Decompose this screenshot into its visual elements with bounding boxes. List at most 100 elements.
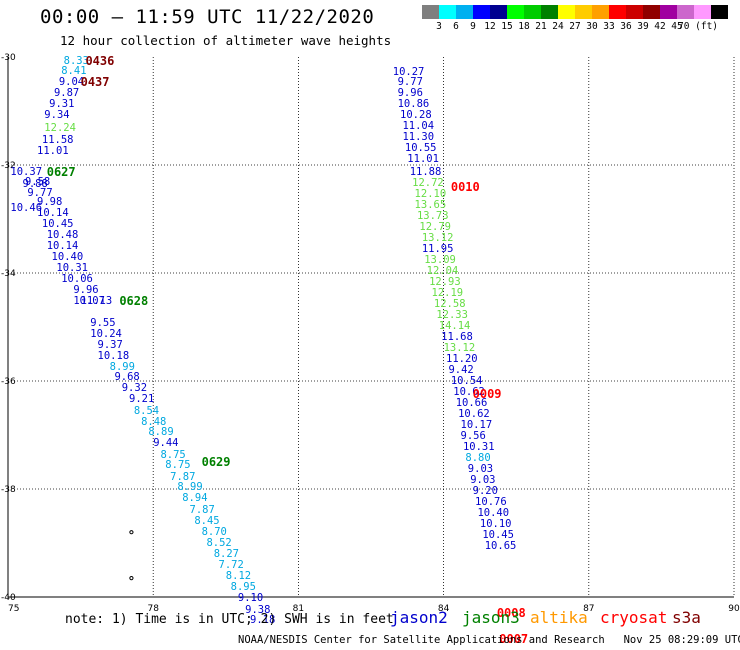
wave-height-value: 7.72 xyxy=(218,559,244,572)
wave-height-value: 10.40 xyxy=(51,250,84,263)
pass-time-label: 0009 xyxy=(472,387,502,402)
wave-height-value: 13.09 xyxy=(424,253,456,266)
wave-height-value: 8.99 xyxy=(109,360,135,373)
satellite-legend-jason2: jason2 xyxy=(390,608,448,627)
wave-height-value: 11.13 xyxy=(80,295,113,308)
wave-height-value: 10.07 xyxy=(73,295,105,308)
wave-height-value: 9.87 xyxy=(53,87,80,100)
wave-height-value: 8.27 xyxy=(213,547,239,560)
colorbar-labels: 3 6 9 12 15 18 21 24 27 30 33 36 39 42 45 70 (ft) xyxy=(422,21,738,33)
wave-height-value: 10.28 xyxy=(400,108,432,121)
colorbar-label: 6 xyxy=(453,21,459,32)
wave-height-value: 9.18 xyxy=(250,614,276,627)
wave-height-value: 10.66 xyxy=(455,397,488,410)
colorbar-label: 27 xyxy=(569,21,581,32)
colorbar-label: 33 xyxy=(603,21,615,32)
colorbar-label: 39 xyxy=(637,21,649,32)
colorbar-label: 42 xyxy=(654,21,666,32)
colorbar-label: 12 xyxy=(484,21,496,32)
satellite-legend-cryosat: cryosat xyxy=(600,608,668,627)
wave-height-value: 8.94 xyxy=(182,492,208,505)
colorbar-label: 3 xyxy=(436,21,442,32)
pass-time-label: 0627 xyxy=(46,165,76,180)
wave-height-value: 9.56 xyxy=(460,430,486,443)
wave-height-value: 8.45 xyxy=(194,514,220,527)
wave-height-value: 10.55 xyxy=(404,141,437,154)
wave-height-value: 8.33 xyxy=(63,54,89,67)
wave-height-value: 9.55 xyxy=(90,316,116,329)
map-subtitle: 12 hour collection of altimeter wave hei… xyxy=(60,33,392,48)
wave-height-value: 11.88 xyxy=(409,166,442,179)
colorbar-label: 24 xyxy=(552,21,564,32)
wave-height-value: 8.95 xyxy=(230,580,256,593)
wave-height-value: 10.31 xyxy=(56,261,88,274)
wave-height-value: 10.06 xyxy=(61,273,93,286)
wave-height-value: 9.98 xyxy=(37,196,63,209)
wave-height-value: 10.17 xyxy=(460,419,493,432)
wave-height-value: 11.20 xyxy=(446,352,478,365)
wave-height-value: 8.54 xyxy=(133,404,160,417)
wave-height-value: 9.96 xyxy=(73,283,99,296)
wave-height-value: 10.48 xyxy=(46,228,79,241)
wave-height-value: 8.12 xyxy=(225,570,252,583)
wave-height-value: 10.46 xyxy=(10,201,43,214)
wave-height-value: 10.76 xyxy=(475,496,507,509)
wave-height-value: 10.54 xyxy=(450,375,483,388)
lat-tick-label: -34 xyxy=(1,269,16,279)
wave-height-value: 14.14 xyxy=(438,320,471,332)
wave-height-value: 9.31 xyxy=(49,98,75,111)
wave-height-value: 10.14 xyxy=(46,240,79,253)
map-axes: 75 78 81 84 87 90 -30 -32 -34 -36 -38 -40 xyxy=(1,53,740,614)
lon-tick-label: 87 xyxy=(583,604,594,614)
wave-height-value: 10.40 xyxy=(477,507,510,520)
wave-height-value: 10.24 xyxy=(90,327,122,340)
wave-height-value: 12.24 xyxy=(44,121,76,134)
pass-time-label: 0629 xyxy=(201,454,231,469)
wave-height-value: 9.34 xyxy=(44,108,70,121)
lon-tick-label: 81 xyxy=(293,604,304,614)
wave-height-value: 10.86 xyxy=(397,98,430,111)
wave-height-value: 11.01 xyxy=(37,145,69,158)
wave-height-value: 9.58 xyxy=(24,175,51,188)
wave-height-value: 10.14 xyxy=(37,207,69,220)
island-marker xyxy=(129,576,134,581)
colorbar-swatch xyxy=(558,5,575,19)
wave-height-value: 10.65 xyxy=(484,540,517,553)
colorbar-swatch xyxy=(677,5,694,19)
wave-height-value: 10.62 xyxy=(458,408,490,421)
wave-height-value: 11.04 xyxy=(402,119,435,132)
wave-height-value: 13.65 xyxy=(414,199,447,212)
lon-tick-label: 90 xyxy=(728,604,740,614)
colorbar-label: 18 xyxy=(518,21,530,32)
lat-tick-label: -32 xyxy=(1,161,16,171)
colorbar-swatch xyxy=(609,5,626,19)
map-title: 00:00 – 11:59 UTC 11/22/2020 xyxy=(40,6,375,28)
wave-height-value: 13.12 xyxy=(421,231,454,244)
wave-height-value: 9.37 xyxy=(97,338,123,351)
wave-height-value: 8.41 xyxy=(61,65,87,78)
colorbar-label: 15 xyxy=(501,21,513,32)
wave-height-value: 9.20 xyxy=(472,485,498,498)
colorbar-swatch xyxy=(643,5,660,19)
satellite-legend-s3a: s3a xyxy=(672,608,701,627)
wave-height-value: 8.48 xyxy=(141,415,167,428)
wave-height-value: 8.80 xyxy=(465,452,491,465)
wave-height-value: 10.10 xyxy=(479,518,512,531)
colorbar-label: 70 (ft) xyxy=(677,21,719,32)
colorbar-swatch xyxy=(694,5,711,19)
wave-height-value: 9.04 xyxy=(58,75,85,88)
wave-height-value: 10.62 xyxy=(453,385,485,398)
wave-height-value: 9.38 xyxy=(245,603,271,616)
note-text: note: 1) Time is in UTC; 2) SWH is in fe… xyxy=(65,612,394,627)
colorbar-label: 36 xyxy=(620,21,632,32)
lon-tick-label: 75 xyxy=(8,604,19,614)
pass-time-label: 0437 xyxy=(80,74,110,89)
wave-height-value: 7.87 xyxy=(189,503,215,516)
wave-height-value: 13.12 xyxy=(443,341,476,354)
wave-height-value: 10.37 xyxy=(10,166,43,179)
colorbar-swatch xyxy=(439,5,456,19)
wave-height-value: 8.89 xyxy=(148,426,174,439)
lon-tick-label: 84 xyxy=(438,604,450,614)
colorbar-label: 21 xyxy=(535,21,547,32)
